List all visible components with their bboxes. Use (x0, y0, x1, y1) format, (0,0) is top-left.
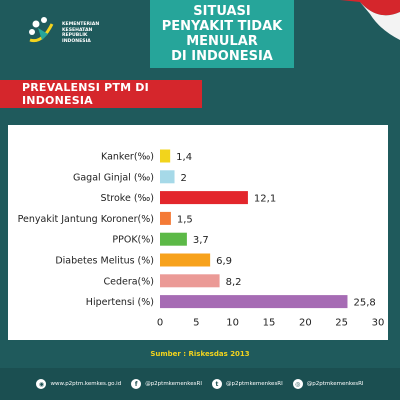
footer-website[interactable]: ◉ www.p2ptm.kemkes.go.id (36, 379, 121, 389)
value-label: 25,8 (353, 298, 375, 309)
footer-instagram[interactable]: ◎ @p2ptmkemenkesRI (292, 379, 364, 389)
footer-instagram-text: @p2ptmkemenkesRI (306, 381, 364, 387)
instagram-icon: ◎ (292, 379, 303, 389)
category-label: PPOK(%) (112, 235, 154, 246)
value-label: 1,5 (177, 214, 193, 225)
ministry-logo: KEMENTERIAN KESEHATAN REPUBLIK INDONESIA (22, 10, 132, 50)
globe-icon: ◉ (36, 379, 47, 389)
ministry-name: KEMENTERIAN KESEHATAN REPUBLIK INDONESIA (62, 22, 100, 44)
value-label: 2 (181, 173, 187, 184)
bar (160, 274, 220, 288)
category-label: Cedera(%) (103, 276, 154, 287)
bar (160, 149, 171, 163)
category-label: Gagal Ginjal (‰) (73, 172, 154, 183)
category-label: Diabetes Melitus (%) (55, 256, 154, 267)
bar (160, 232, 187, 246)
bar (160, 211, 171, 225)
category-label: Stroke (‰) (101, 193, 154, 204)
footer-facebook-text: @p2ptmkemenkesRI (145, 381, 202, 387)
footer: ◉ www.p2ptm.kemkes.go.id f @p2ptmkemenke… (0, 368, 400, 400)
value-label: 12,1 (254, 194, 276, 205)
x-tick-label: 10 (226, 318, 239, 329)
chart-panel: Kanker(‰) 1,4 Gagal Ginjal (‰) 2 Stroke (‰) 1… (8, 125, 388, 340)
section-banner: PREVALENSI PTM DI INDONESIA (0, 80, 202, 108)
category-label: Hipertensi (%) (86, 297, 154, 308)
x-tick-label: 5 (193, 318, 199, 329)
section-banner-label: PREVALENSI PTM DI INDONESIA (22, 81, 149, 107)
indonesia-flag-icon (340, 0, 400, 40)
footer-facebook[interactable]: f @p2ptmkemenkesRI (131, 379, 202, 389)
value-label: 6,9 (216, 256, 232, 267)
page-title: SITUASI PENYAKIT TIDAK MENULAR DI INDONE… (161, 4, 283, 64)
source-note: Sumber : Riskesdas 2013 (150, 350, 250, 358)
category-label: Penyakit Jantung Koroner(%) (18, 214, 154, 225)
bar (160, 191, 248, 205)
bar (160, 253, 211, 267)
value-label: 3,7 (193, 235, 209, 246)
category-label: Kanker(‰) (101, 152, 154, 163)
x-tick-label: 0 (157, 318, 163, 329)
x-tick-label: 20 (299, 318, 312, 329)
ministry-emblem-icon (29, 17, 54, 43)
bar (160, 295, 348, 309)
footer-twitter[interactable]: t @p2ptmkemenkesRI (211, 379, 283, 389)
prevalence-bar-chart: Kanker(‰) 1,4 Gagal Ginjal (‰) 2 Stroke (‰) 1… (18, 149, 385, 329)
facebook-icon: f (131, 379, 142, 389)
footer-twitter-text: @p2ptmkemenkesRI (225, 381, 283, 387)
title-box: SITUASI PENYAKIT TIDAK MENULAR DI INDONE… (150, 0, 294, 68)
footer-website-text: www.p2ptm.kemkes.go.id (50, 381, 122, 387)
twitter-icon: t (211, 379, 222, 389)
value-label: 8,2 (226, 277, 242, 288)
x-tick-label: 30 (372, 318, 385, 329)
x-tick-label: 25 (335, 318, 348, 329)
x-tick-label: 15 (263, 318, 276, 329)
value-label: 1,4 (176, 152, 192, 163)
bar (160, 170, 175, 184)
